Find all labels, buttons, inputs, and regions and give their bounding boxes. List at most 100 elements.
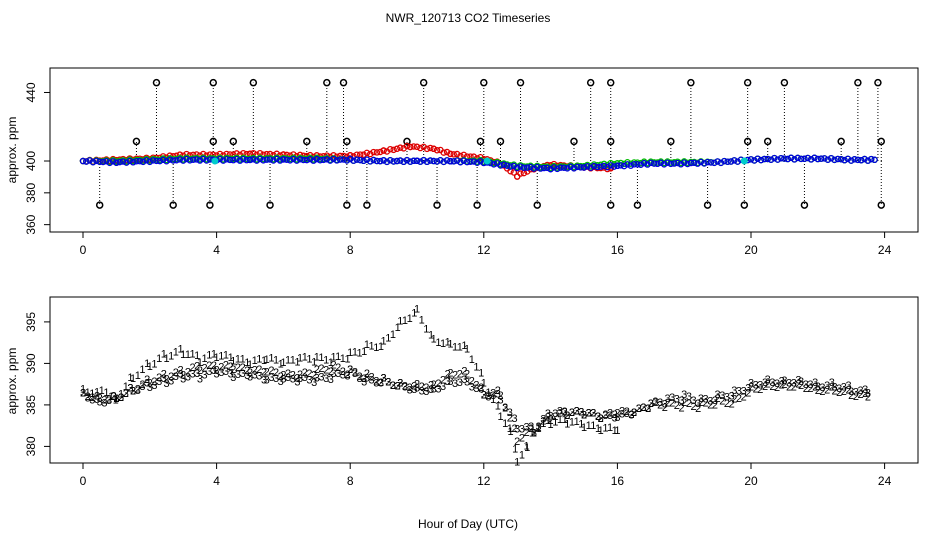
series-3-point: 3 [447,376,453,388]
series-1-point: 1 [395,322,401,334]
series-2-point: 2 [428,380,434,392]
series-1-point: 1 [202,353,208,365]
series-1-point: 1 [369,340,375,352]
series-2-point: 2 [485,390,491,402]
series-1-point: 1 [445,337,451,349]
series-3-point: 3 [803,379,809,391]
series-2-point: 2 [497,390,503,402]
top-x-ticks: 0 4 8 12 16 20 24 [80,232,892,257]
series-3-point [477,158,484,165]
series-2-point: 2 [330,360,336,372]
series-1-point [440,149,447,156]
series-2-point: 2 [378,377,384,389]
series-3-point [831,156,838,164]
series-3-point [680,159,688,166]
series-2-point: 2 [536,422,542,434]
series-1-point [413,143,421,151]
series-1-point: 1 [512,444,518,456]
series-2-point: 2 [791,382,797,394]
series-3-point [86,157,93,164]
series-3-point [113,159,120,166]
outlier-point [169,201,177,209]
series-1-point [393,145,401,153]
series-3-point [640,159,648,167]
series-3-point [727,158,735,165]
series-3-point [136,157,144,165]
series-2-point: 2 [290,369,296,381]
x-tick-label: 4 [213,243,220,257]
series-3-point [547,165,554,173]
series-1-point: 1 [290,355,296,367]
series-3-point [397,157,404,164]
series-3-point: 3 [407,384,413,396]
series-3-point [797,155,805,163]
series-3-point [326,157,334,164]
series-3-point [356,156,364,164]
series-1-point: 1 [344,354,350,366]
series-3-point: 3 [411,384,417,396]
series-1-point: 1 [578,418,584,430]
series-3-point [420,156,427,164]
series-1-point [427,144,434,152]
series-2-point: 2 [562,407,568,419]
series-2-point: 2 [80,387,86,399]
outlier-point [800,201,809,209]
series-3-point [871,156,878,164]
series-3-point: 3 [774,378,780,390]
series-3-point [387,156,394,164]
series-3-point: 3 [523,421,529,433]
series-3-point: 3 [306,374,312,386]
series-3-point [310,157,317,164]
series-3-point [169,157,177,164]
series-2-point: 2 [786,382,792,394]
outlier-point [132,137,141,146]
series-3-point [280,156,287,163]
series-2-point: 2 [111,390,117,402]
series-3-point: 3 [548,411,554,423]
series-1-point: 1 [99,385,105,397]
series-1-point [390,146,397,154]
series-1-point: 1 [411,308,417,320]
series-1-point: 1 [144,358,150,370]
series-1-point: 1 [173,346,179,358]
series-3-point: 3 [230,372,236,384]
series-2-point: 2 [831,386,837,398]
top-panel: approx. ppm 0 4 8 12 16 20 24 360 380 400 440 [5,67,919,257]
series-1-point: 1 [123,381,129,393]
outlier-point [667,137,675,146]
series-3-point [690,159,698,167]
series-2-point: 2 [335,362,341,374]
series-3-point [146,158,154,166]
series-3-point [360,157,367,165]
series-2-point: 2 [807,383,813,395]
series-3-point: 3 [297,373,303,385]
series-2-point: 2 [407,382,413,394]
series-3-point [139,158,147,166]
series-3-point [463,158,471,166]
series-3-point: 3 [745,382,751,394]
series-1-point: 1 [452,342,458,354]
series-2-point: 2 [614,408,620,420]
series-3-point [687,159,695,167]
series-1-point: 1 [223,350,229,362]
bottom-y-ticks: 380 385 390 395 [24,312,50,456]
series-1-point [323,152,331,159]
series-3-point: 3 [557,406,563,418]
x-tick-label: 20 [744,474,758,488]
series-3-point [584,163,591,170]
series-2-point: 2 [223,360,229,372]
bottom-data-marks: 1111111111111111111111111111111111111111… [80,304,871,469]
series-3-point [801,155,808,163]
series-2-point: 2 [118,392,124,404]
series-3-point: 3 [352,368,358,380]
series-3-point [470,158,478,165]
series-3-point [223,155,230,163]
series-2-point: 2 [502,402,508,414]
series-3-point: 3 [862,384,868,396]
series-3-point [647,159,655,167]
series-3-point: 3 [139,381,145,393]
series-1-point: 1 [256,353,262,365]
series-1-point [510,169,518,176]
series-3-point: 3 [614,412,620,424]
series-3-point [507,163,514,170]
